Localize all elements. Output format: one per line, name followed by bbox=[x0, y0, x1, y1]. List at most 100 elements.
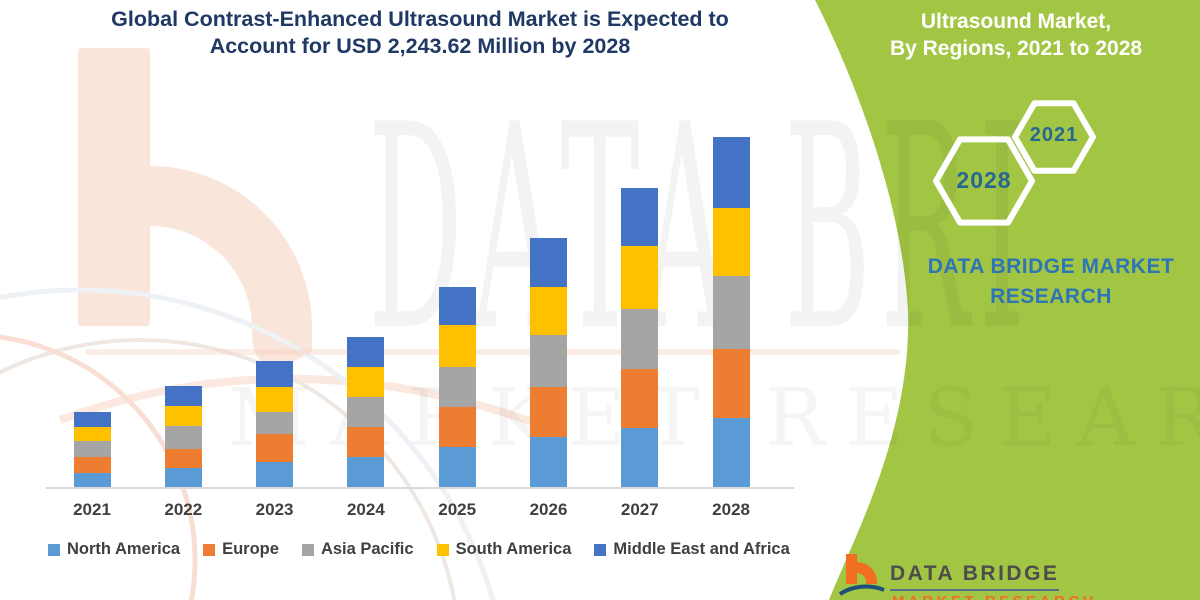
bar-segment-south-america bbox=[438, 324, 476, 367]
legend-label: Asia Pacific bbox=[320, 540, 414, 558]
bar-segment-middle-east-and-africa bbox=[621, 187, 659, 246]
green-panel-shape bbox=[815, 0, 1200, 600]
bar-segment-south-america bbox=[164, 405, 202, 426]
data-bridge-logo-icon bbox=[838, 554, 885, 596]
stacked-bar-2027 bbox=[621, 187, 659, 488]
page-title-line1: Global Contrast-Enhanced Ultrasound Mark… bbox=[111, 7, 729, 31]
footer-logo-name: DATA BRIDGE bbox=[890, 562, 1060, 591]
bar-segment-north-america bbox=[438, 446, 476, 488]
page-title: Global Contrast-Enhanced Ultrasound Mark… bbox=[40, 6, 800, 60]
stacked-bar-2024 bbox=[347, 336, 385, 488]
bar-segment-north-america bbox=[530, 436, 567, 488]
bar-segment-south-america bbox=[73, 427, 111, 441]
bar-segment-europe bbox=[621, 368, 659, 428]
legend-item-south-america: South America bbox=[436, 540, 572, 559]
bar-segment-middle-east-and-africa bbox=[712, 136, 750, 208]
legend-marker-icon bbox=[203, 543, 216, 556]
hexagon-2028 bbox=[933, 136, 1035, 226]
decor-circle-1 bbox=[0, 338, 457, 600]
x-axis-label-2027: 2027 bbox=[620, 500, 659, 519]
bar-segment-middle-east-and-africa bbox=[73, 412, 111, 428]
x-axis-label-2024: 2024 bbox=[346, 500, 385, 519]
decor-band bbox=[85, 349, 900, 355]
hexagon-year-2028: 2028 bbox=[956, 167, 1012, 193]
bar-segment-asia-pacific bbox=[621, 308, 659, 369]
bar-segment-south-america bbox=[530, 286, 567, 336]
stacked-bar-2022 bbox=[164, 385, 202, 488]
legend-marker-icon bbox=[301, 543, 314, 556]
legend-item-middle-east-and-africa: Middle East and Africa bbox=[594, 540, 790, 559]
stacked-bar-2023 bbox=[256, 361, 294, 488]
bar-segment-europe bbox=[347, 426, 385, 457]
hexagon-year-2021: 2021 bbox=[1029, 124, 1079, 146]
bar-segment-north-america bbox=[621, 427, 659, 488]
x-axis-label-2026: 2026 bbox=[529, 500, 568, 519]
bar-segment-north-america bbox=[347, 456, 385, 488]
legend-item-asia-pacific: Asia Pacific bbox=[301, 540, 414, 559]
bar-segment-south-america bbox=[712, 207, 750, 276]
legend-marker-icon bbox=[594, 543, 607, 556]
stacked-bar-2026 bbox=[530, 237, 567, 488]
legend-marker-icon bbox=[48, 543, 60, 556]
chart-legend: North America Europe Asia Pacific South Ame… bbox=[48, 540, 808, 559]
legend-marker-icon bbox=[436, 543, 449, 556]
bar-segment-middle-east-and-africa bbox=[347, 336, 385, 368]
bar-segment-north-america bbox=[256, 462, 294, 488]
x-axis-label-2022: 2022 bbox=[164, 500, 203, 519]
legend-item-north-america: North America bbox=[48, 540, 180, 559]
bar-segment-middle-east-and-africa bbox=[164, 385, 202, 406]
bar-segment-south-america bbox=[256, 386, 294, 413]
bar-segment-asia-pacific bbox=[256, 412, 294, 434]
bar-segment-europe bbox=[712, 348, 750, 418]
b-watermark-bowl bbox=[150, 166, 312, 366]
year-hexagons bbox=[933, 100, 1096, 226]
bar-segment-asia-pacific bbox=[73, 440, 111, 458]
bar-segment-asia-pacific bbox=[712, 275, 750, 349]
bar-segment-asia-pacific bbox=[347, 396, 385, 427]
legend-label: Middle East and Africa bbox=[613, 540, 790, 558]
stacked-bar-2021 bbox=[73, 412, 111, 488]
legend-label: South America bbox=[455, 540, 572, 558]
decor-circle-3 bbox=[0, 334, 198, 600]
bar-segment-europe bbox=[256, 433, 294, 463]
x-axis-label-2023: 2023 bbox=[255, 500, 294, 519]
brand-text: DATA BRIDGE MARKET RESEARCH bbox=[900, 252, 1200, 312]
bar-segment-middle-east-and-africa bbox=[256, 361, 294, 387]
bar-segment-asia-pacific bbox=[164, 425, 202, 449]
bar-segment-middle-east-and-africa bbox=[438, 286, 476, 325]
bar-segment-europe bbox=[164, 448, 202, 468]
bar-chart: 2021 2022 2023 2024 2025 2026 2027 2028 bbox=[73, 136, 750, 519]
panel-heading: Ultrasound Market, By Regions, 2021 to 2… bbox=[848, 8, 1184, 62]
bar-segment-europe bbox=[73, 457, 111, 474]
x-axis-label-2021: 2021 bbox=[73, 500, 111, 519]
bar-segment-south-america bbox=[621, 245, 659, 309]
b-watermark-stem bbox=[78, 48, 150, 326]
page-title-line2: Account for USD 2,243.62 Million by 2028 bbox=[209, 34, 631, 58]
bar-segment-north-america bbox=[712, 417, 750, 488]
footer-logo-subtitle: MARKET RESEARCH bbox=[892, 593, 1097, 600]
brand-text-line2: RESEARCH bbox=[990, 285, 1112, 308]
bar-segment-south-america bbox=[347, 367, 385, 397]
x-axis-line bbox=[46, 487, 794, 489]
footer-logo: DATA BRIDGE MARKET RESEARCH bbox=[838, 550, 1178, 600]
stacked-bar-2025 bbox=[438, 286, 476, 488]
decor-circle-2 bbox=[0, 287, 496, 600]
legend-label: North America bbox=[67, 540, 181, 558]
hexagon-2021 bbox=[1012, 100, 1096, 174]
bar-segment-europe bbox=[530, 386, 567, 437]
brand-text-line1: DATA BRIDGE MARKET bbox=[927, 255, 1175, 278]
bar-segment-asia-pacific bbox=[530, 335, 567, 387]
panel-heading-line1: Ultrasound Market, bbox=[920, 10, 1112, 33]
x-axis-label-2028: 2028 bbox=[712, 500, 750, 519]
bar-segment-north-america bbox=[73, 473, 111, 488]
bar-segment-europe bbox=[438, 406, 476, 447]
legend-item-europe: Europe bbox=[203, 540, 279, 559]
x-axis-label-2025: 2025 bbox=[438, 500, 477, 519]
bar-segment-north-america bbox=[164, 467, 202, 488]
legend-label: Europe bbox=[222, 540, 279, 558]
stacked-bar-2028 bbox=[712, 136, 750, 488]
panel-heading-line2: By Regions, 2021 to 2028 bbox=[889, 37, 1143, 60]
bar-segment-middle-east-and-africa bbox=[530, 237, 567, 287]
